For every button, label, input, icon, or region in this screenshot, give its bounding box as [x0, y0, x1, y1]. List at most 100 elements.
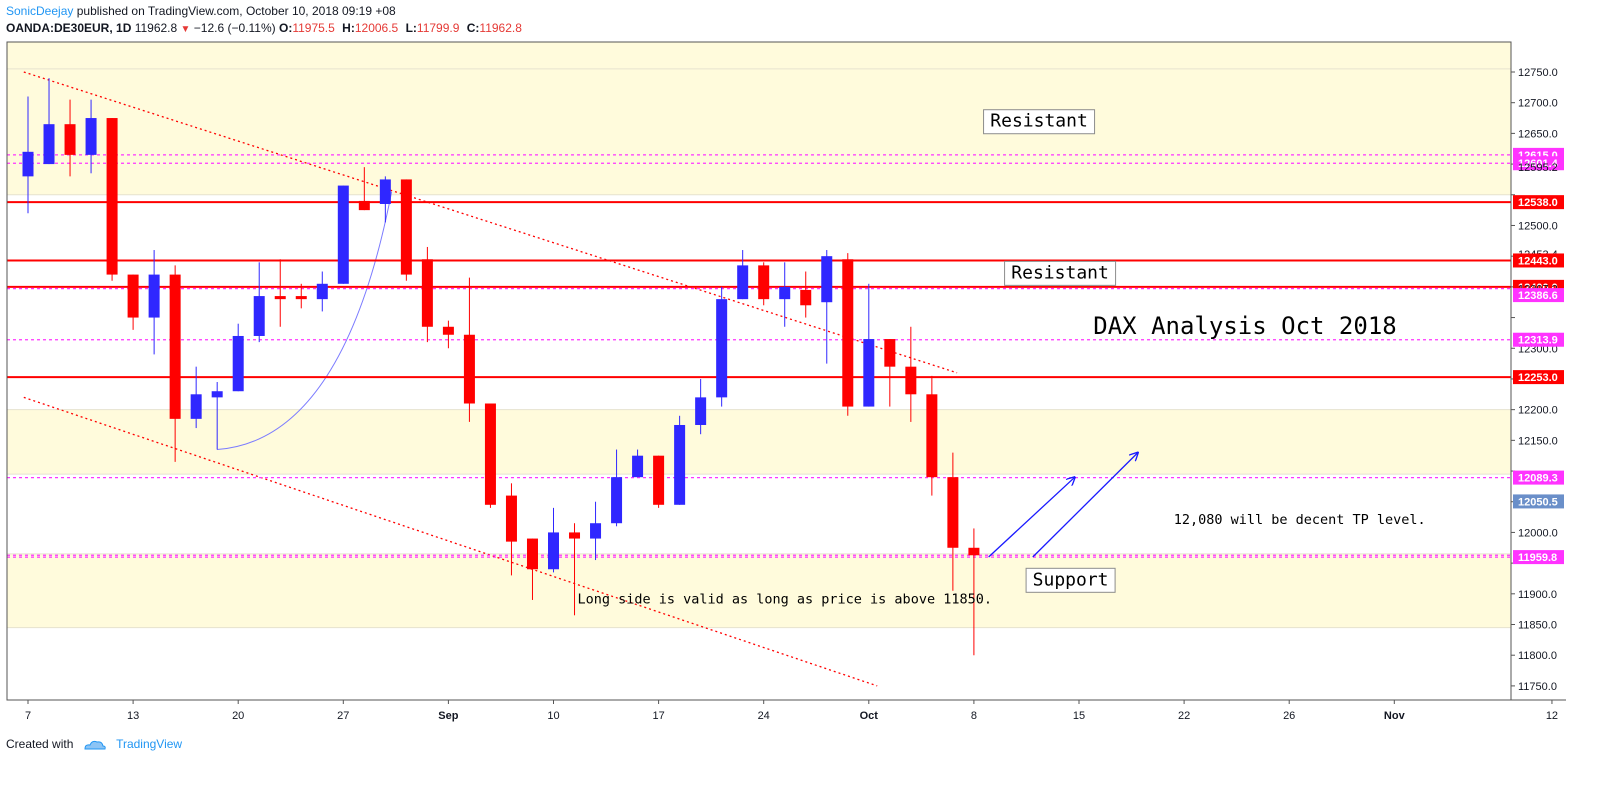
candle-body [947, 477, 959, 548]
price-tag [1513, 288, 1564, 303]
x-tick-label: 24 [758, 710, 770, 722]
y-tick-label: 12200.0 [1518, 405, 1558, 417]
candle-body [463, 334, 475, 404]
symbol-label: OANDA:DE30EUR, 1D [6, 21, 132, 35]
price-tag [1513, 332, 1564, 347]
x-tick-label: 13 [127, 710, 139, 722]
candle-body [43, 124, 55, 165]
candle-body [484, 403, 496, 505]
open-value: 11975.5 [292, 21, 335, 35]
y-tick-label: 11800.0 [1518, 650, 1557, 662]
price-tag-label: 12253.0 [1518, 372, 1558, 384]
close-value: 11962.8 [479, 21, 522, 35]
price-tag [1513, 156, 1564, 171]
box-label: Resistant [1011, 262, 1109, 283]
price-tag-label: 12050.5 [1518, 496, 1558, 508]
y-tick-label: 12500.0 [1518, 220, 1558, 232]
price-tag [1513, 370, 1564, 385]
y-tick-label: 12650.0 [1518, 128, 1558, 140]
y-tick-label: 12000.0 [1518, 527, 1558, 539]
candle-body [526, 538, 538, 570]
tradingview-link[interactable]: TradingView [116, 737, 183, 751]
price-tag-label: 12313.9 [1518, 335, 1558, 347]
price-tag [1513, 494, 1564, 509]
low-value: 11799.9 [416, 21, 460, 35]
candle-body [190, 394, 202, 419]
tradingview-cloud-icon [84, 740, 106, 750]
trendline-1 [23, 71, 958, 374]
annotation-text: 12,080 will be decent TP level. [1174, 512, 1426, 528]
candle-body [379, 179, 391, 204]
price-tag-label: 12443.0 [1518, 255, 1558, 267]
close-key: C: [466, 21, 480, 35]
candle-body [632, 455, 644, 478]
candle-body [232, 335, 244, 392]
candle-body [253, 296, 265, 336]
x-tick-label: 12 [1546, 710, 1558, 722]
candle-body [611, 477, 623, 524]
price-tag [1513, 253, 1564, 268]
candle-body [400, 179, 412, 275]
candle-body [505, 495, 517, 542]
x-tick-label: 22 [1178, 710, 1190, 722]
candle-body [926, 394, 938, 478]
candle-body [548, 532, 559, 570]
candle-body [169, 274, 181, 419]
candle-body [779, 286, 791, 300]
candle-body [295, 296, 307, 300]
candle-body [695, 397, 707, 425]
price-tag [1513, 550, 1564, 565]
y-tick-label: 12750.0 [1518, 67, 1558, 79]
y-tick-label: 11900.0 [1518, 589, 1557, 601]
candle-body [590, 523, 602, 539]
x-tick-label: Nov [1384, 710, 1406, 722]
annotation-text: Long side is valid as long as price is a… [577, 591, 992, 607]
box-label: Resistant [990, 111, 1088, 132]
target-arrow [1032, 453, 1138, 558]
price-tag-label: 12089.3 [1518, 473, 1558, 485]
y-tick-label: 12150.0 [1518, 435, 1558, 447]
candle-body [905, 366, 917, 395]
candle-body [842, 259, 854, 407]
candle-body [106, 118, 118, 275]
candlestick-chart[interactable]: Resistant Resistant Support Long side is va… [0, 0, 1568, 735]
candle-body [316, 283, 328, 300]
chart-title: DAX Analysis Oct 2018 [1093, 312, 1396, 340]
high-key: H: [342, 21, 355, 35]
open-key: O: [278, 21, 293, 35]
low-key: L: [405, 21, 417, 35]
x-tick-label: 27 [337, 710, 349, 722]
box-label: Support [1033, 569, 1109, 590]
last-price: 11962.8 [134, 21, 178, 35]
candle-body [716, 299, 728, 398]
price-change: −12.6 (−0.11%) [193, 21, 276, 35]
price-tag-label: 11959.8 [1518, 552, 1557, 564]
footer: Created with TradingView [6, 737, 182, 751]
x-tick-label: 8 [971, 710, 977, 722]
published-text: published on TradingView.com, October 10… [76, 4, 396, 18]
annotation-box [1004, 260, 1117, 286]
x-tick-label: 26 [1283, 710, 1295, 722]
x-tick-label: 20 [232, 710, 244, 722]
x-tick-label: 7 [25, 710, 31, 722]
candle-body [274, 296, 286, 300]
high-value: 12006.5 [354, 21, 399, 35]
x-tick-label: 15 [1073, 710, 1085, 722]
candle-body [442, 326, 454, 335]
down-triangle-icon: ▼ [180, 24, 191, 35]
candle-body [821, 256, 833, 303]
candle-body [863, 339, 875, 407]
zone-band [7, 553, 1511, 628]
x-tick-label: 10 [547, 710, 559, 722]
y-tick-label: 12700.0 [1518, 98, 1558, 110]
price-tag-label: 12595.2 [1518, 162, 1558, 174]
y-tick-label: 11850.0 [1518, 620, 1557, 632]
candle-body [211, 391, 223, 398]
candle-body [653, 455, 665, 505]
candle-body [884, 339, 896, 367]
candle-body [674, 424, 686, 505]
candle-body [758, 265, 770, 300]
plot-frame [6, 41, 1512, 701]
author-link[interactable]: SonicDeejay [6, 4, 74, 18]
candle-body [337, 185, 349, 284]
